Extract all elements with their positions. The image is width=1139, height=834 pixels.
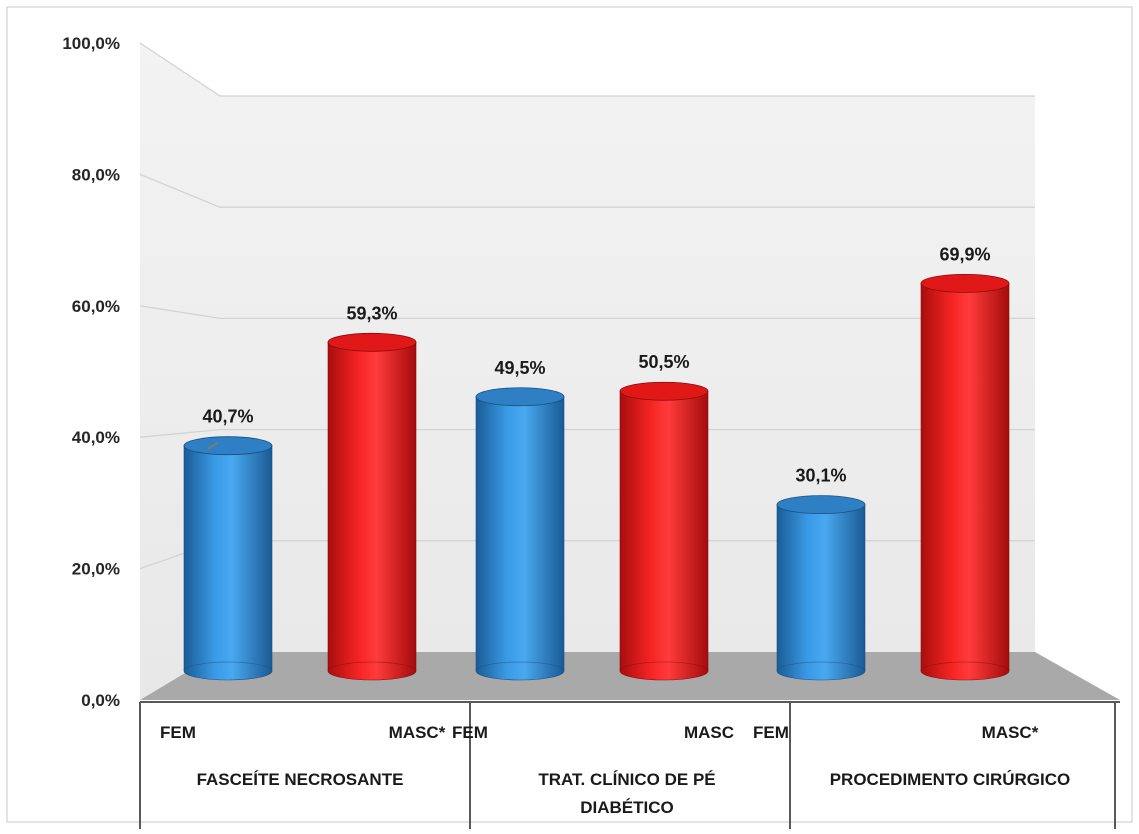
data-label: 69,9% — [939, 244, 990, 264]
bar-base-rim — [619, 661, 709, 672]
bar-base-rim — [776, 661, 866, 672]
y-tick-label: 100,0% — [62, 34, 120, 53]
bar-base-rim — [920, 661, 1010, 672]
gridline — [139, 305, 1035, 320]
bar-body — [920, 283, 1010, 681]
data-label: 49,5% — [494, 358, 545, 378]
data-label-leader — [207, 441, 219, 450]
bar-top-cap — [183, 436, 273, 456]
bar-base-rim — [183, 661, 273, 672]
bar-fem-2 — [776, 495, 866, 681]
category-label: FEM — [753, 723, 789, 742]
data-label: 50,5% — [638, 352, 689, 372]
gridline — [139, 42, 1035, 97]
bar-top-cap — [327, 332, 417, 352]
data-label: 30,1% — [795, 466, 846, 486]
bar-body — [327, 341, 417, 681]
y-tick-label: 40,0% — [72, 428, 120, 447]
group-label: DIABÉTICO — [580, 798, 674, 817]
bar-top-cap — [920, 273, 1010, 293]
category-label: FEM — [452, 723, 488, 742]
group-label: FASCEÍTE NECROSANTE — [197, 770, 404, 789]
group-label: PROCEDIMENTO CIRÚRGICO — [830, 770, 1071, 789]
gridline — [139, 173, 1035, 208]
category-label: FEM — [160, 723, 196, 742]
category-label: MASC — [684, 723, 734, 742]
bar-body — [475, 396, 565, 681]
bar-base-rim — [475, 661, 565, 672]
data-label: 40,7% — [202, 407, 253, 427]
bar-body — [183, 445, 273, 681]
bar-fem-0 — [183, 436, 273, 681]
bar-fem-1 — [475, 387, 565, 681]
chart-back-wall — [140, 43, 1035, 700]
bar-body — [776, 504, 866, 681]
y-tick-label: 0,0% — [81, 691, 120, 710]
category-label: MASC* — [389, 723, 446, 742]
y-tick-label: 60,0% — [72, 297, 120, 316]
category-label: MASC* — [982, 723, 1039, 742]
bar-masc-0 — [327, 332, 417, 681]
y-tick-label: 20,0% — [72, 560, 120, 579]
group-label: TRAT. CLÍNICO DE PÉ — [538, 770, 715, 789]
data-label: 59,3% — [346, 303, 397, 323]
bar-body — [619, 390, 709, 681]
bar-top-cap — [475, 387, 565, 407]
gridline — [139, 428, 1035, 438]
bar-masc-2 — [920, 273, 1010, 681]
bar-top-cap — [619, 381, 709, 401]
bar-top-cap — [776, 495, 866, 515]
chart-frame — [6, 6, 1133, 823]
bar-base-rim — [327, 661, 417, 672]
bar-masc-1 — [619, 381, 709, 681]
y-tick-label: 80,0% — [72, 165, 120, 184]
